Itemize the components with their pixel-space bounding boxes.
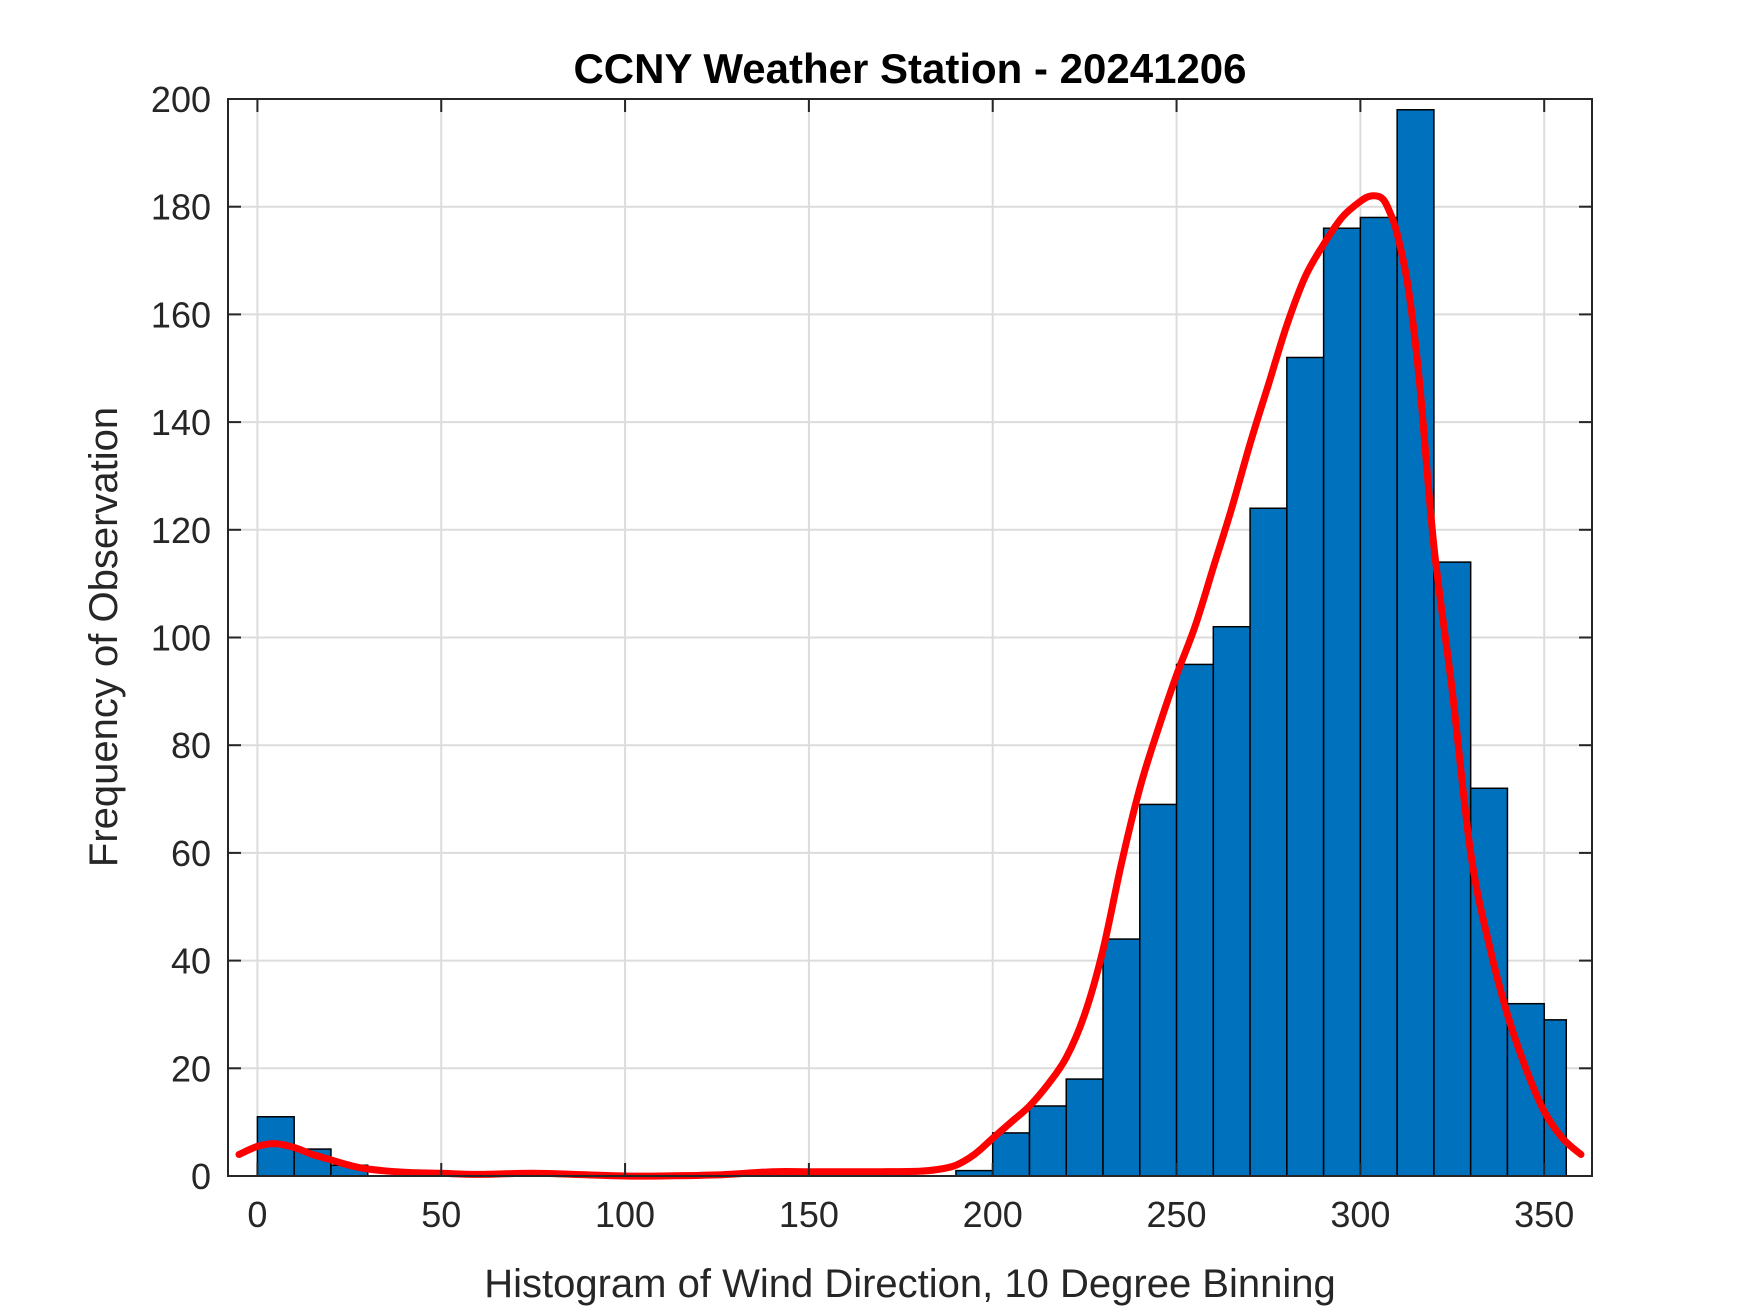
- x-tick-label: 250: [1147, 1194, 1207, 1235]
- y-tick-labels: 0 20 40 60 80 100 120 140 160 180 200: [151, 79, 211, 1197]
- y-tick-label: 80: [171, 725, 211, 766]
- histogram-bars: [256, 109, 1568, 1177]
- x-axis-label: Histogram of Wind Direction, 10 Degree B…: [484, 1262, 1336, 1306]
- x-tick-label: 0: [247, 1194, 267, 1235]
- x-tick-label: 300: [1330, 1194, 1390, 1235]
- histogram-bar: [1139, 803, 1178, 1177]
- histogram-bar: [1396, 109, 1435, 1177]
- fit-curve-layer: [235, 192, 1585, 1180]
- histogram-bar: [1175, 663, 1215, 1177]
- histogram-bar: [1359, 216, 1398, 1177]
- y-tick-label: 200: [151, 79, 211, 120]
- y-tick-label: 120: [151, 510, 211, 551]
- x-tick-label: 100: [595, 1194, 655, 1235]
- histogram-bar: [1286, 356, 1325, 1177]
- x-tick-labels: 0 50 100 150 200 250 300 350: [247, 1194, 1574, 1235]
- y-tick-label: 160: [151, 294, 211, 335]
- histogram-bar: [1322, 227, 1362, 1177]
- x-tick-label: 150: [779, 1194, 839, 1235]
- chart-title: CCNY Weather Station - 20241206: [573, 45, 1246, 92]
- histogram-bar: [1102, 938, 1141, 1177]
- y-tick-label: 100: [151, 618, 211, 659]
- histogram-bar: [1433, 561, 1472, 1177]
- y-tick-label: 0: [191, 1156, 211, 1197]
- histogram-bar: [1543, 1019, 1568, 1177]
- y-tick-label: 60: [171, 833, 211, 874]
- histogram-bar: [1065, 1078, 1104, 1177]
- x-tick-label: 50: [421, 1194, 461, 1235]
- x-tick-label: 200: [963, 1194, 1023, 1235]
- x-tick-label: 350: [1514, 1194, 1574, 1235]
- histogram-bar: [1028, 1105, 1068, 1177]
- histogram-bar: [1212, 625, 1251, 1177]
- y-tick-label: 20: [171, 1048, 211, 1089]
- axis-ticks: [228, 98, 1592, 1177]
- histogram-bar: [1249, 507, 1288, 1177]
- y-tick-label: 140: [151, 402, 211, 443]
- fit-curve-line: [235, 192, 1585, 1180]
- y-tick-label: 40: [171, 941, 211, 982]
- histogram-bar: [991, 1132, 1031, 1177]
- y-tick-label: 180: [151, 187, 211, 228]
- y-axis-label: Frequency of Observation: [82, 407, 126, 867]
